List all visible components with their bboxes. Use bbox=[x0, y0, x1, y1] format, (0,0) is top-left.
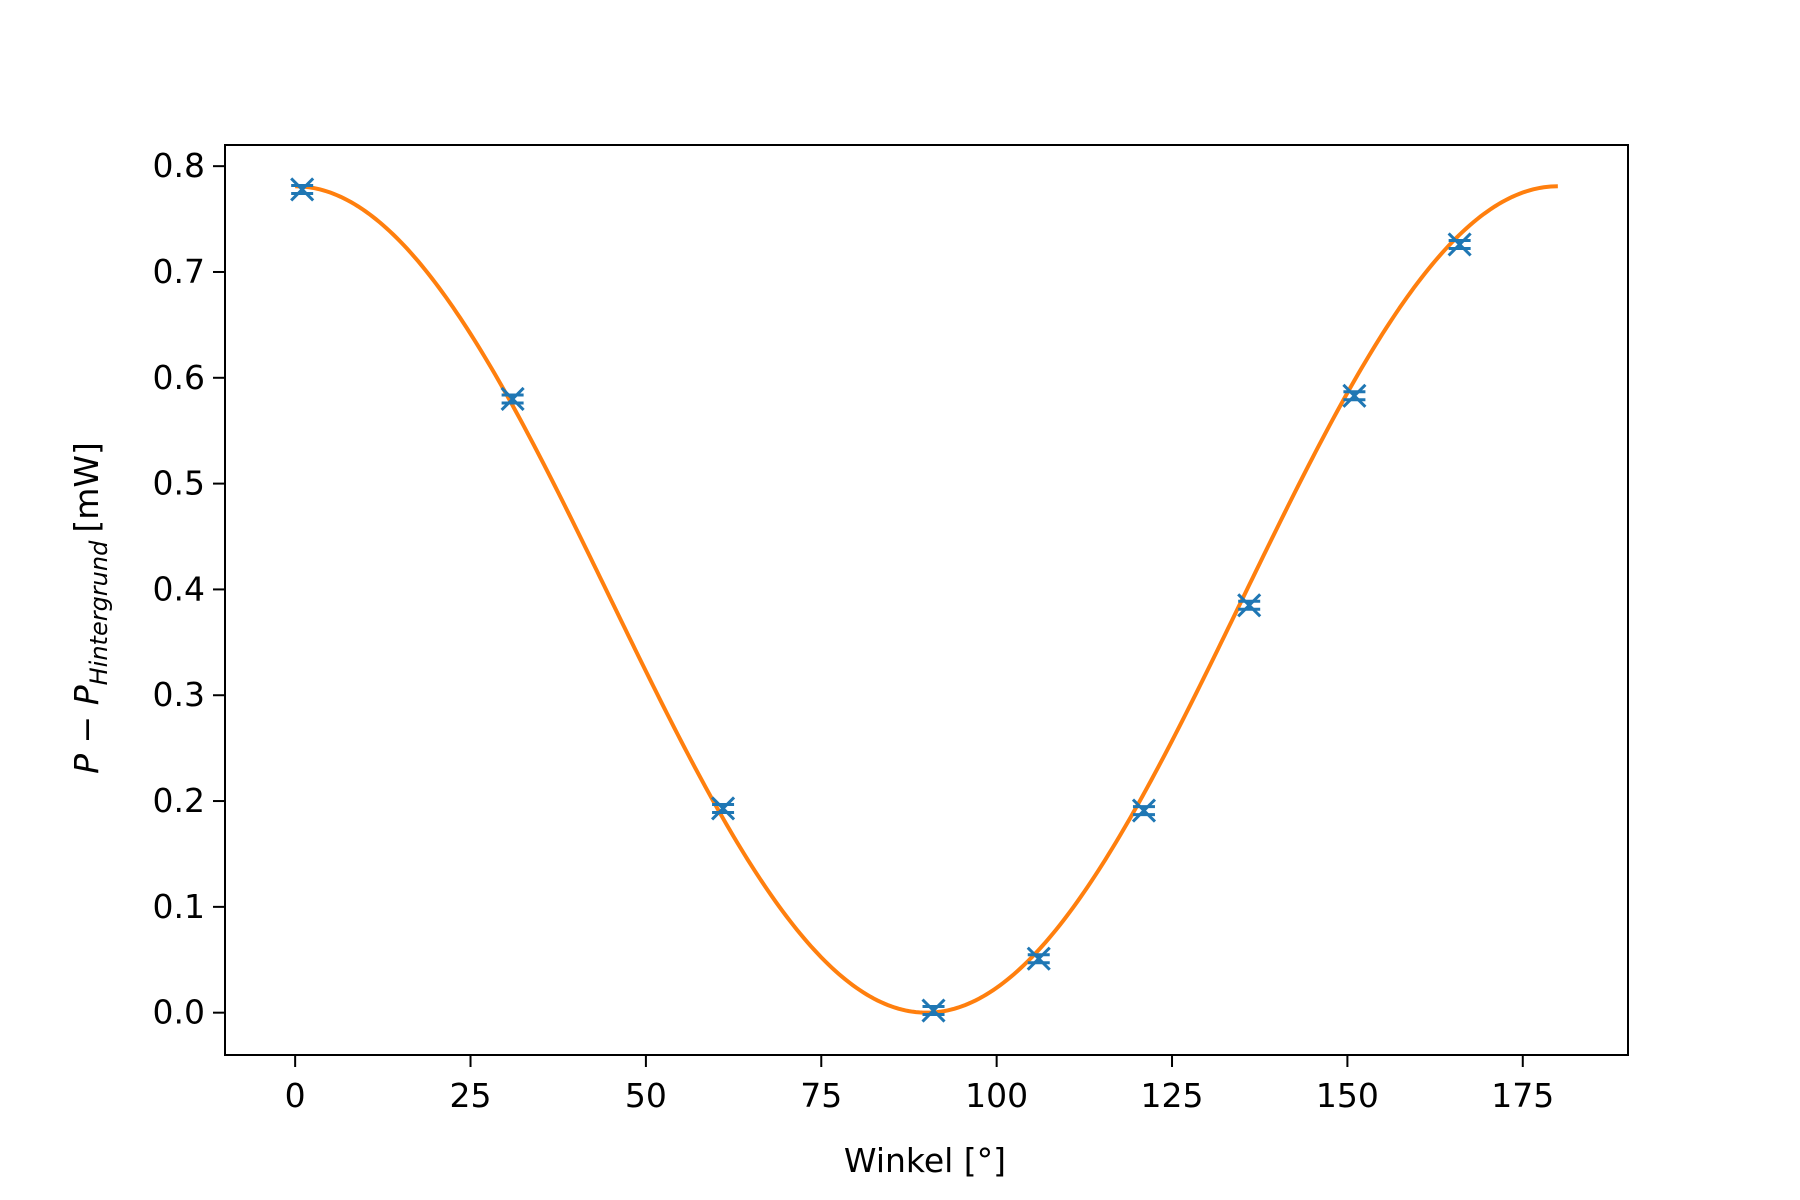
y-axis-ticks: 0.0 0.1 0.2 0.3 0.4 0.5 0.6 0.7 0.8 bbox=[153, 146, 225, 1032]
y-tick-label-6: 0.6 bbox=[153, 358, 205, 397]
y-tick-label-1: 0.1 bbox=[153, 887, 205, 926]
y-tick-label-2: 0.2 bbox=[153, 781, 205, 820]
data-points-layer bbox=[290, 177, 1472, 1023]
y-axis-label-symbol2: P bbox=[67, 685, 106, 705]
x-tick-label-7: 175 bbox=[1491, 1076, 1554, 1115]
y-tick-label-7: 0.7 bbox=[153, 252, 205, 291]
y-axis-label-subscript: Hintergrund bbox=[85, 540, 113, 685]
data-point-8 bbox=[1447, 232, 1472, 257]
y-axis-label: P − PHintergrund[mW] bbox=[67, 442, 113, 774]
x-tick-label-3: 75 bbox=[800, 1076, 842, 1115]
x-tick-label-5: 125 bbox=[1141, 1076, 1204, 1115]
plot-frame bbox=[224, 144, 1629, 1056]
x-tick-label-1: 25 bbox=[450, 1076, 492, 1115]
y-tick-label-8: 0.8 bbox=[153, 146, 205, 185]
data-point-2 bbox=[711, 796, 736, 821]
data-point-6 bbox=[1237, 593, 1262, 618]
data-point-7 bbox=[1342, 383, 1367, 408]
y-axis-label-unit: [mW] bbox=[67, 442, 106, 533]
data-point-4 bbox=[1026, 946, 1051, 971]
x-axis-ticks: 0 25 50 75 100 125 150 175 bbox=[285, 1055, 1554, 1115]
y-tick-label-3: 0.3 bbox=[153, 675, 205, 714]
x-axis-label: Winkel [°] bbox=[844, 1141, 1006, 1180]
y-tick-label-4: 0.4 bbox=[153, 569, 205, 608]
y-tick-label-0: 0.0 bbox=[153, 993, 205, 1032]
x-tick-label-6: 150 bbox=[1316, 1076, 1379, 1115]
data-point-0 bbox=[290, 177, 315, 202]
data-point-1 bbox=[500, 386, 525, 412]
x-tick-label-2: 50 bbox=[625, 1076, 667, 1115]
x-tick-label-0: 0 bbox=[285, 1076, 306, 1115]
y-tick-label-5: 0.5 bbox=[153, 464, 205, 503]
x-tick-label-4: 100 bbox=[965, 1076, 1028, 1115]
data-point-3 bbox=[921, 998, 946, 1023]
y-axis-label-symbol: P bbox=[67, 754, 106, 774]
y-axis-label-operator: − bbox=[67, 716, 106, 744]
data-point-5 bbox=[1131, 798, 1157, 823]
